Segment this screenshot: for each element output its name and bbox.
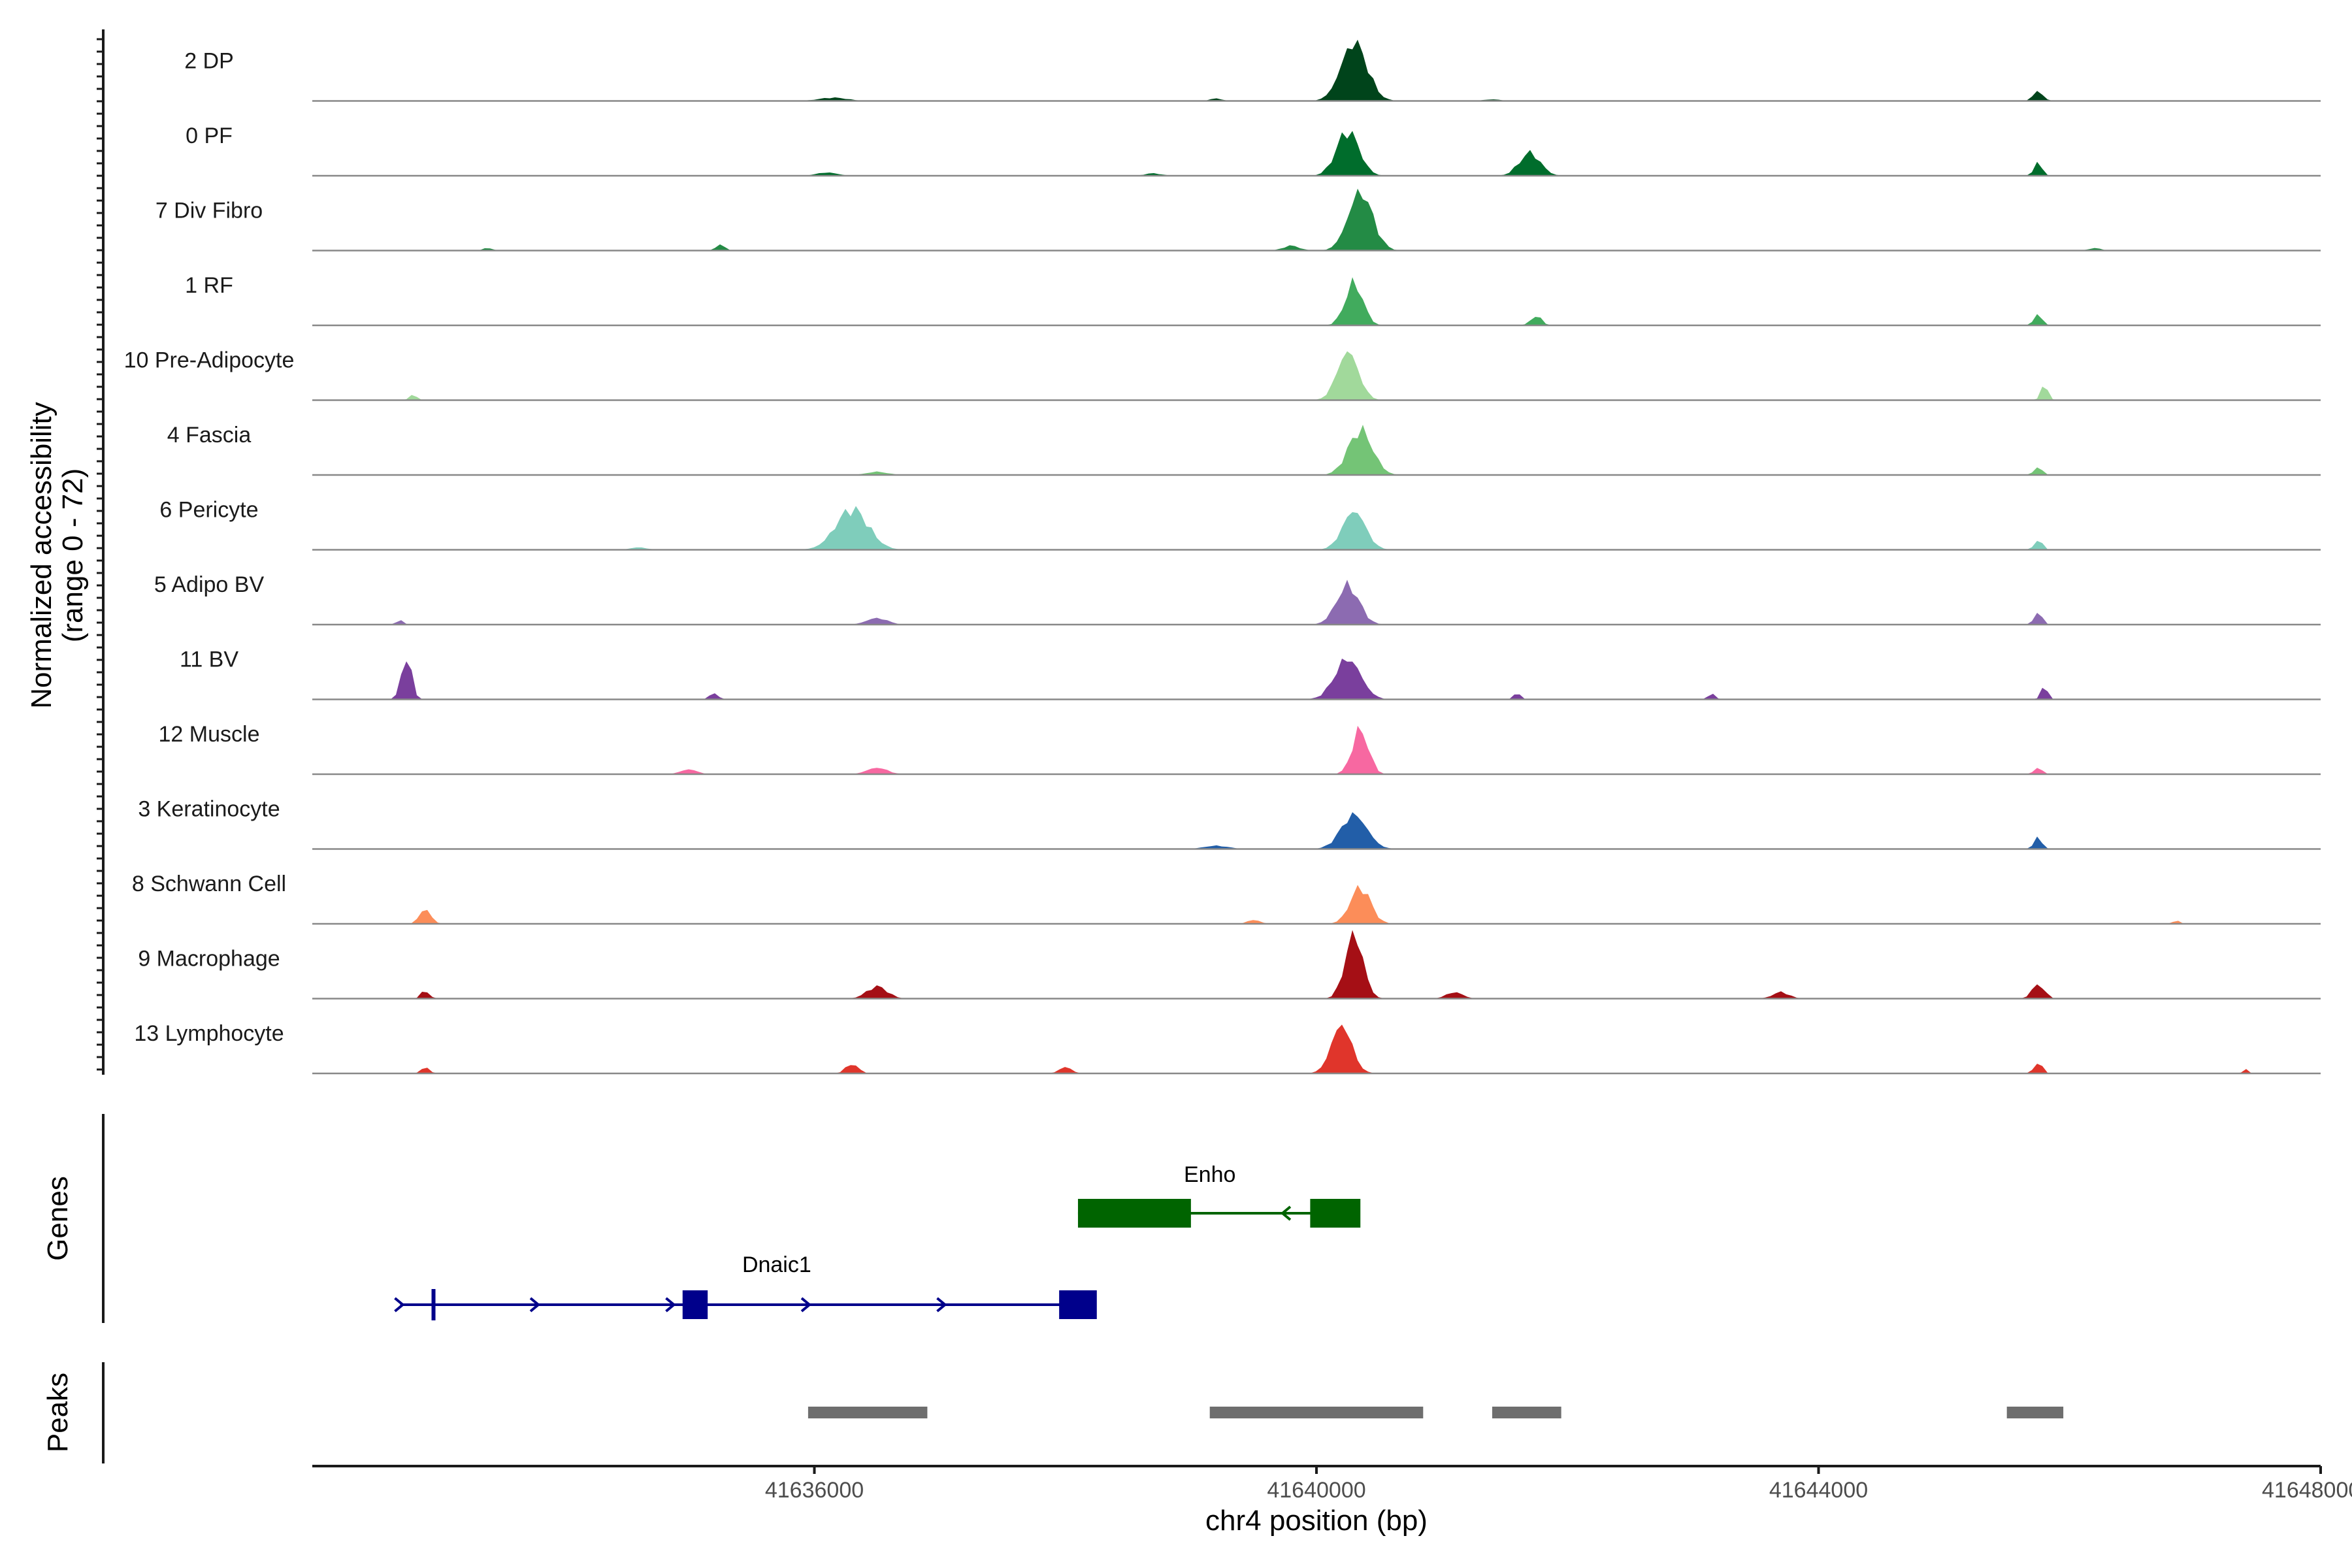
peak-region-bar (1492, 1407, 1561, 1418)
gene-label: Enho (1184, 1162, 1235, 1187)
gene-label: Dnaic1 (742, 1252, 811, 1277)
gene-exon (1310, 1199, 1361, 1228)
track-label: 13 Lymphocyte (134, 1021, 284, 1046)
peak-region-bar (1209, 1407, 1424, 1418)
strand-arrow (665, 1297, 676, 1313)
gene-exon (431, 1289, 436, 1320)
track-label: 9 Macrophage (138, 947, 280, 972)
strand-arrow (394, 1297, 405, 1313)
gene-exon (682, 1290, 708, 1319)
track-label: 0 PF (186, 123, 233, 148)
track-label: 6 Pericyte (159, 498, 258, 523)
x-tick-label: 41648000 (2262, 1478, 2352, 1503)
peak-regions (808, 1407, 2064, 1418)
track-label: 4 Fascia (167, 423, 252, 448)
x-axis-title: chr4 position (bp) (1205, 1505, 1428, 1537)
gene-model: Dnaic1 (394, 1252, 1097, 1320)
coverage-track: 0 PF (186, 123, 2321, 177)
track-label: 1 RF (185, 273, 233, 298)
x-tick-label: 41636000 (765, 1478, 864, 1503)
coverage-track: 8 Schwann Cell (132, 872, 2321, 925)
x-tick-label: 41644000 (1769, 1478, 1868, 1503)
coverage-track: 2 DP (184, 39, 2321, 102)
coverage-y-ticks (97, 38, 103, 1071)
x-axis-ticks: 41636000 41640000 41644000 41648000 (765, 1466, 2352, 1503)
coverage-track: 4 Fascia (167, 423, 2321, 476)
coverage-ylabel-line1: Normalized accessibility (25, 402, 57, 708)
strand-arrow (529, 1297, 541, 1313)
gene-exon (1059, 1290, 1097, 1319)
strand-arrow (1280, 1205, 1292, 1221)
coverage-track: 12 Muscle (159, 722, 2321, 776)
coverage-track: 9 Macrophage (138, 930, 2321, 1000)
coverage-tracks: 2 DP 0 PF 7 Div Fibro 1 RF 10 Pre-Adipocyte 4… (124, 39, 2321, 1075)
gene-model: Enho (1077, 1162, 1361, 1228)
track-label: 11 BV (180, 647, 238, 672)
x-tick-label: 41640000 (1267, 1478, 1365, 1503)
genes-panel-title: Genes (42, 1176, 74, 1261)
peaks-panel-title: Peaks (42, 1373, 74, 1452)
peak-region-bar (2006, 1407, 2064, 1418)
track-label: 7 Div Fibro (155, 199, 263, 223)
coverage-track: 7 Div Fibro (155, 188, 2321, 252)
track-label: 2 DP (184, 49, 234, 74)
coverage-ylabel-line2: (range 0 - 72) (57, 468, 89, 643)
coverage-track: 11 BV (180, 647, 2321, 700)
track-label: 10 Pre-Adipocyte (124, 348, 295, 373)
strand-arrow (936, 1297, 947, 1313)
coverage-track: 10 Pre-Adipocyte (124, 348, 2321, 401)
track-label: 12 Muscle (159, 722, 260, 747)
peak-region-bar (808, 1407, 928, 1418)
coverage-track: 5 Adipo BV (154, 572, 2321, 626)
gene-models: Enho Dnaic1 (394, 1162, 1361, 1320)
strand-arrow (800, 1297, 812, 1313)
track-label: 5 Adipo BV (154, 572, 265, 597)
coverage-track: 6 Pericyte (159, 498, 2321, 551)
coverage-track: 3 Keratinocyte (138, 797, 2321, 850)
gene-exon (1077, 1199, 1191, 1228)
coverage-track: 1 RF (185, 273, 2321, 327)
track-label: 8 Schwann Cell (132, 872, 286, 896)
track-label: 3 Keratinocyte (138, 797, 280, 822)
coverage-track: 13 Lymphocyte (134, 1021, 2321, 1075)
